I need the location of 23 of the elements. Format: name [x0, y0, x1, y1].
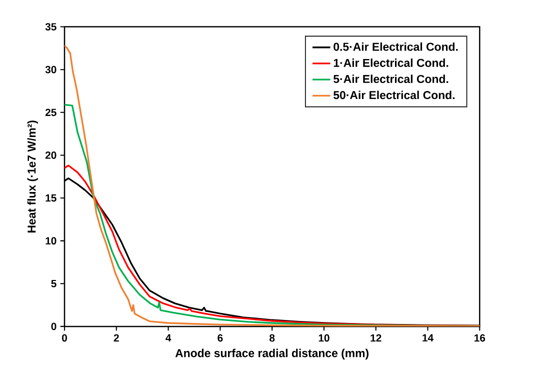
y-tick-label: 0 — [51, 322, 56, 330]
legend-label: 1·Air Electrical Cond. — [334, 58, 448, 67]
y-tick-label: 10 — [46, 237, 56, 244]
y-tick-label: 20 — [45, 151, 56, 159]
y-tick-label: 35 — [45, 22, 56, 30]
y-tick-label: 30 — [45, 66, 56, 74]
x-tick-label: 2 — [114, 334, 119, 342]
y-tick-label: 15 — [46, 194, 56, 202]
x-axis-title: Anode surface radial distance (mm) — [175, 348, 368, 360]
x-tick-label: 8 — [270, 334, 275, 342]
y-tick-label: 25 — [45, 108, 56, 116]
legend-label: 5·Air Electrical Cond. — [334, 74, 448, 83]
x-tick-label: 0 — [62, 334, 67, 342]
y-axis-title: Heat flux (·1e7 W/m²) — [27, 120, 38, 232]
x-tick-label: 12 — [370, 334, 382, 342]
legend-label: 0.5·Air Electrical Cond. — [334, 42, 458, 51]
y-tick-label: 5 — [51, 280, 56, 288]
x-tick-label: 14 — [422, 334, 434, 342]
x-tick-label: 10 — [318, 334, 330, 342]
x-tick-label: 4 — [166, 334, 172, 342]
x-tick-label: 16 — [474, 334, 486, 342]
legend-label: 50·Air Electrical Cond. — [334, 90, 454, 100]
x-tick-label: 6 — [218, 334, 223, 342]
